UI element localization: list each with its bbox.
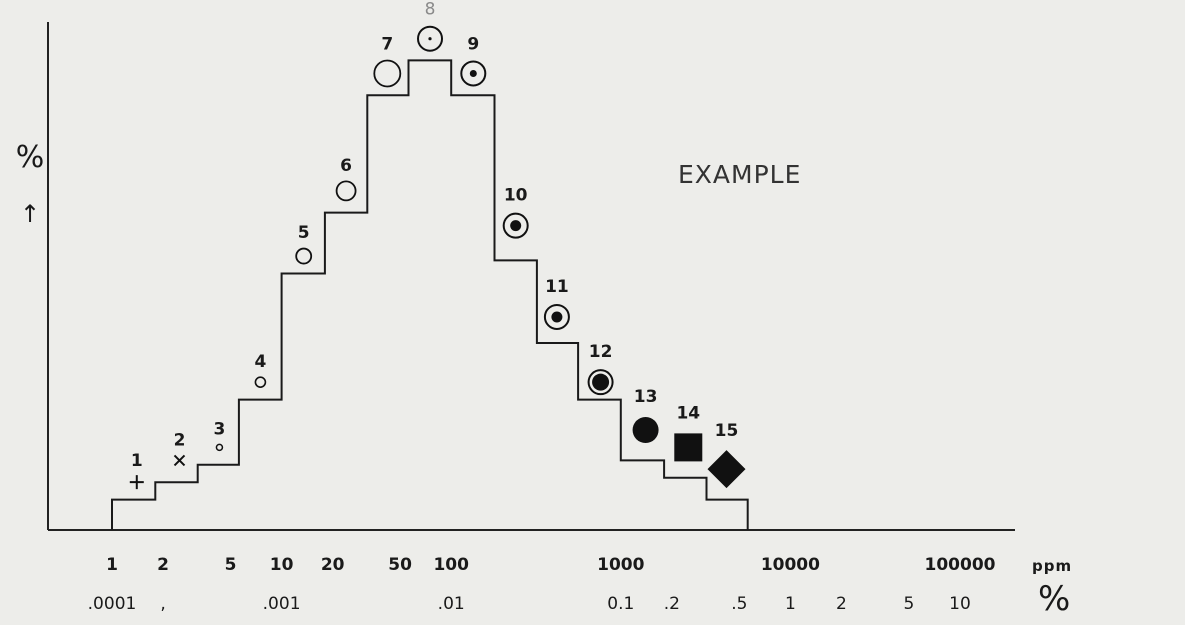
small-circle-symbol [254, 376, 267, 388]
ppm-tick-label: 1000 [597, 555, 644, 575]
percent-tick-label: .5 [731, 594, 747, 614]
class-label: 2 [174, 430, 186, 450]
filled-circle-symbol [632, 417, 659, 443]
circle-disc-symbol [502, 212, 529, 239]
percent-tick-label: .0001 [88, 594, 137, 614]
class-marker-8: 8 [417, 0, 444, 52]
x-axis-unit-ppm: ppm [1032, 557, 1072, 575]
large-circle-symbol [373, 59, 402, 88]
class-label: 10 [504, 186, 528, 206]
circle-disc-symbol [460, 60, 487, 87]
class-marker-12: 12 [587, 342, 614, 396]
percent-tick-label: 2 [836, 594, 847, 614]
class-label: 12 [589, 342, 613, 362]
class-label: 8 [425, 0, 436, 20]
filled-diamond-symbol [707, 450, 746, 489]
class-label: 15 [715, 421, 739, 441]
class-label: 14 [676, 403, 700, 423]
ppm-tick-label: 100 [433, 555, 469, 575]
plus-symbol [129, 475, 144, 490]
inner-disc [551, 311, 563, 323]
class-marker-5: 5 [295, 223, 313, 265]
ring-disc-symbol [587, 369, 614, 396]
ppm-tick-label: 10 [270, 555, 294, 575]
percent-tick-label: 10 [949, 594, 971, 614]
percent-tick-label: .001 [263, 594, 301, 614]
class-label: 9 [467, 34, 479, 54]
ppm-tick-label: 2 [157, 555, 169, 575]
class-marker-1: 1 [129, 451, 144, 490]
y-axis-label: % [16, 140, 45, 175]
cross-symbol [173, 454, 186, 467]
percent-tick-label: 5 [904, 594, 915, 614]
ppm-tick-label: 100000 [925, 555, 996, 575]
inner-disc [510, 220, 522, 232]
percent-tick-label: .2 [664, 594, 680, 614]
x-axis-unit-percent: % [1038, 579, 1070, 619]
medium-circle-symbol [295, 247, 313, 265]
class-marker-14: 14 [674, 403, 703, 462]
class-label: 3 [214, 419, 226, 439]
x-axis-ticks: 1 2 5 10 20 50 100 1000 10000 100000 .0001, .001 .01… [88, 555, 996, 614]
percent-tick-label: , [160, 594, 165, 614]
class-label: 1 [131, 451, 143, 471]
ppm-tick-label: 1 [106, 555, 118, 575]
ppm-tick-label: 10000 [761, 555, 820, 575]
percent-tick-label: .01 [438, 594, 465, 614]
class-marker-2: 2 [173, 430, 186, 467]
class-label: 13 [634, 387, 658, 407]
y-axis-arrow: ↑ [20, 200, 40, 228]
class-label: 11 [545, 277, 569, 297]
percent-tick-label: 1 [785, 594, 796, 614]
inner-disc [469, 69, 477, 77]
ppm-tick-label: 20 [321, 555, 345, 575]
class-marker-9: 9 [460, 34, 487, 87]
class-marker-11: 11 [543, 277, 570, 330]
class-marker-13: 13 [632, 387, 659, 443]
class-marker-7: 7 [373, 34, 402, 88]
class-marker-15: 15 [707, 421, 746, 489]
circle-symbol [335, 180, 357, 202]
class-marker-6: 6 [335, 156, 357, 202]
inner-disc [592, 373, 610, 391]
class-marker-3: 3 [214, 419, 226, 452]
ppm-tick-label: 5 [225, 555, 237, 575]
class-label: 6 [340, 156, 352, 176]
class-label: 5 [298, 223, 310, 243]
filled-square-symbol [674, 433, 703, 462]
tiny-ring-symbol [215, 443, 224, 452]
class-marker-4: 4 [254, 352, 267, 388]
class-label: 4 [254, 352, 266, 372]
circle-disc-symbol [543, 303, 570, 330]
distribution-step-line [111, 59, 749, 530]
class-marker-10: 10 [502, 186, 529, 239]
class-label: 7 [381, 34, 393, 54]
percent-tick-label: 0.1 [607, 594, 634, 614]
example-annotation: EXAMPLE [678, 160, 801, 189]
circle-dot-symbol [417, 25, 444, 52]
ppm-tick-label: 50 [388, 555, 412, 575]
center-dot [428, 37, 432, 41]
